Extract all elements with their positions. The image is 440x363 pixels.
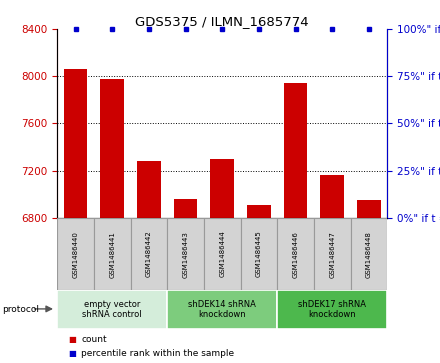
Bar (174, 199, 198, 218)
Bar (357, 200, 381, 218)
Bar (64, 69, 88, 218)
Title: GDS5375 / ILMN_1685774: GDS5375 / ILMN_1685774 (136, 15, 309, 28)
Text: shDEK17 shRNA
knockdown: shDEK17 shRNA knockdown (298, 300, 366, 319)
Text: shDEK14 shRNA
knockdown: shDEK14 shRNA knockdown (188, 300, 256, 319)
Bar (277, 218, 314, 290)
Text: GSM1486448: GSM1486448 (366, 231, 372, 278)
Bar (57, 218, 94, 290)
Text: GSM1486444: GSM1486444 (219, 231, 225, 277)
Bar (320, 175, 344, 218)
Text: percentile rank within the sample: percentile rank within the sample (81, 350, 235, 358)
Text: GSM1486441: GSM1486441 (109, 231, 115, 278)
Text: protocol: protocol (2, 305, 39, 314)
Bar (277, 290, 387, 329)
Text: ■: ■ (68, 350, 76, 358)
Bar (204, 218, 241, 290)
Bar (57, 290, 167, 329)
Text: GSM1486446: GSM1486446 (293, 231, 298, 278)
Text: GSM1486443: GSM1486443 (183, 231, 188, 278)
Bar (167, 218, 204, 290)
Bar (167, 290, 277, 329)
Text: ■: ■ (68, 335, 76, 344)
Text: GSM1486445: GSM1486445 (256, 231, 262, 277)
Text: count: count (81, 335, 107, 344)
Bar (100, 79, 124, 218)
Text: GSM1486440: GSM1486440 (73, 231, 78, 278)
Bar (94, 218, 131, 290)
Bar (241, 218, 277, 290)
Bar (131, 218, 167, 290)
Text: GSM1486447: GSM1486447 (329, 231, 335, 278)
Bar (284, 83, 308, 218)
Bar (137, 161, 161, 218)
Bar (247, 205, 271, 218)
Bar (351, 218, 387, 290)
Text: empty vector
shRNA control: empty vector shRNA control (82, 300, 142, 319)
Bar (210, 159, 234, 218)
Text: GSM1486442: GSM1486442 (146, 231, 152, 277)
Bar (314, 218, 351, 290)
